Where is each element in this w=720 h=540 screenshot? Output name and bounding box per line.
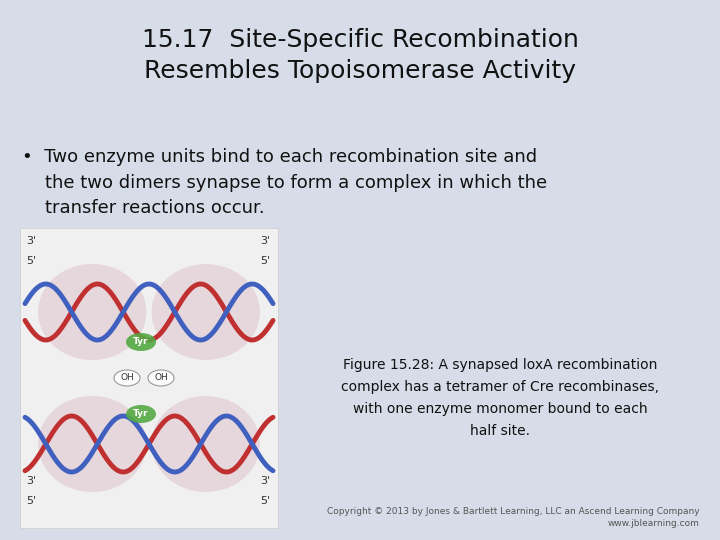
Text: 3': 3' (26, 236, 36, 246)
Ellipse shape (126, 333, 156, 351)
Text: 5': 5' (260, 256, 270, 266)
Ellipse shape (126, 405, 156, 423)
Ellipse shape (38, 396, 146, 492)
Ellipse shape (152, 396, 260, 492)
Ellipse shape (148, 370, 174, 386)
Text: 5': 5' (26, 256, 36, 266)
FancyBboxPatch shape (20, 228, 278, 528)
Text: 5': 5' (260, 496, 270, 506)
Text: 5': 5' (26, 496, 36, 506)
Text: 3': 3' (26, 476, 36, 486)
Ellipse shape (152, 264, 260, 360)
Text: 3': 3' (260, 236, 270, 246)
Ellipse shape (114, 370, 140, 386)
Text: OH: OH (154, 374, 168, 382)
Ellipse shape (38, 264, 146, 360)
Text: Copyright © 2013 by Jones & Bartlett Learning, LLC an Ascend Learning Company
ww: Copyright © 2013 by Jones & Bartlett Lea… (328, 507, 700, 528)
Text: Figure 15.28: A synapsed loxA recombination
complex has a tetramer of Cre recomb: Figure 15.28: A synapsed loxA recombinat… (341, 359, 659, 437)
Text: 3': 3' (260, 476, 270, 486)
Text: OH: OH (120, 374, 134, 382)
Text: Tyr: Tyr (133, 409, 149, 418)
Text: •  Two enzyme units bind to each recombination site and
    the two dimers synap: • Two enzyme units bind to each recombin… (22, 148, 547, 218)
Text: 15.17  Site-Specific Recombination
Resembles Topoisomerase Activity: 15.17 Site-Specific Recombination Resemb… (142, 28, 578, 83)
Text: Tyr: Tyr (133, 338, 149, 347)
